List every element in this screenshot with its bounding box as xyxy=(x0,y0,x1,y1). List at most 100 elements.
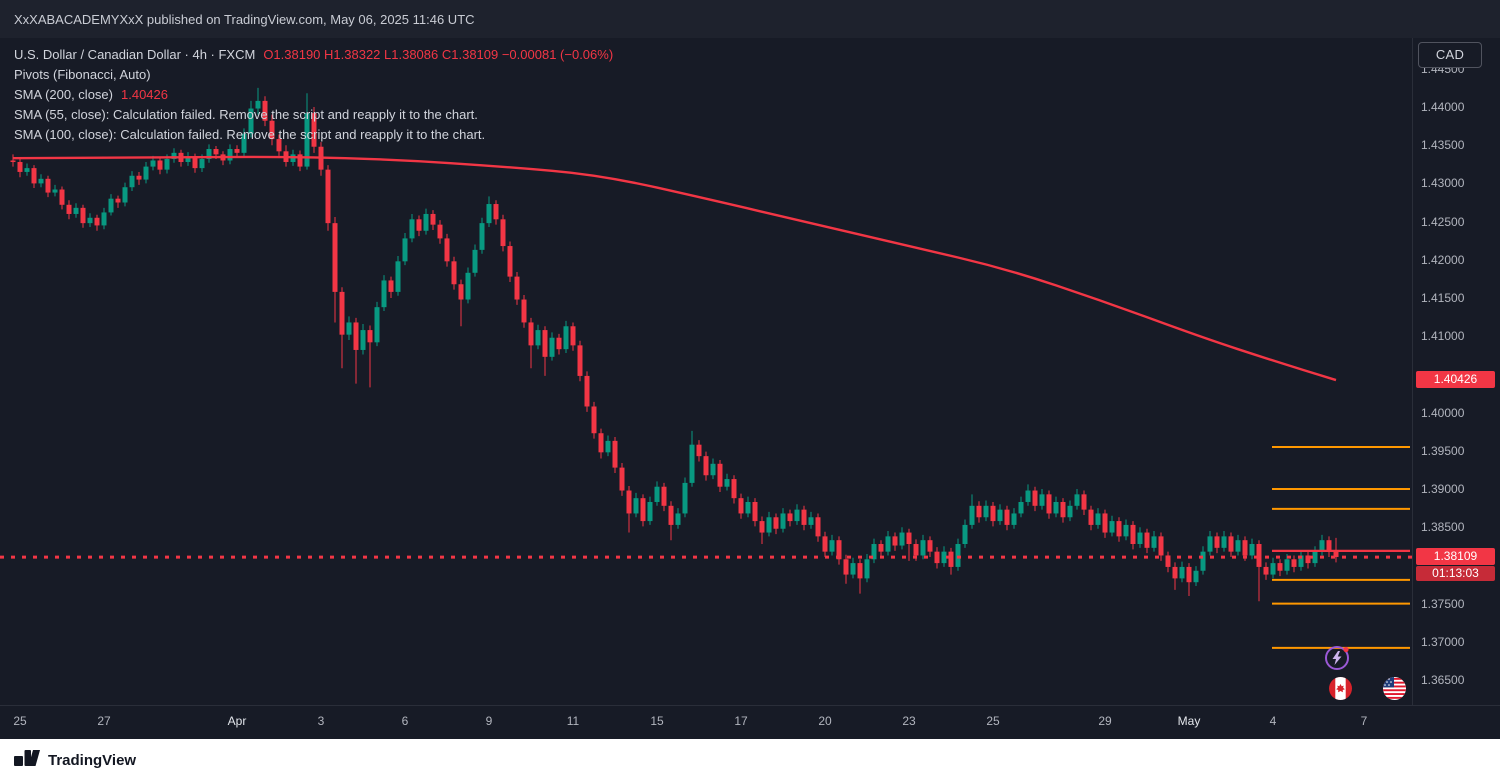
candle-body xyxy=(297,154,303,167)
candle-body xyxy=(941,551,947,564)
indicator-sma55-error[interactable]: SMA (55, close): Calculation failed. Rem… xyxy=(14,106,478,122)
candle-body xyxy=(1088,509,1094,525)
candle-body xyxy=(633,498,639,514)
candle-body xyxy=(304,113,310,167)
candle-body xyxy=(31,168,37,184)
candle-body xyxy=(66,204,72,214)
candle-body xyxy=(1151,536,1157,548)
candle-body xyxy=(1018,501,1024,514)
indicator-pivots-label[interactable]: Pivots (Fibonacci, Auto) xyxy=(14,66,151,82)
candle-body xyxy=(773,517,779,529)
time-tick: 23 xyxy=(902,714,916,728)
candle-body xyxy=(458,284,464,300)
candle-body xyxy=(759,521,765,533)
candle-body xyxy=(570,326,576,346)
candle-body xyxy=(990,505,996,522)
candle-body xyxy=(948,551,954,567)
candle-body xyxy=(45,178,51,193)
candle-body xyxy=(17,162,23,172)
us-flag-icon xyxy=(1382,676,1407,701)
candle-body xyxy=(164,158,170,170)
candle-body xyxy=(542,330,548,357)
price-tick: 1.43500 xyxy=(1421,138,1465,153)
candle-body xyxy=(1284,559,1290,571)
symbol-title[interactable]: U.S. Dollar / Canadian Dollar · 4h · FXC… xyxy=(14,46,256,62)
indicator-sma100-error[interactable]: SMA (100, close): Calculation failed. Re… xyxy=(14,126,486,142)
tradingview-logo-icon[interactable] xyxy=(14,749,40,771)
candle-body xyxy=(794,509,800,522)
time-tick: May xyxy=(1177,714,1201,728)
candle-body xyxy=(1221,536,1227,548)
candle-body xyxy=(367,330,373,343)
candle-body xyxy=(24,168,30,172)
candle-body xyxy=(87,217,93,224)
price-tick: 1.36500 xyxy=(1421,673,1465,687)
last-price-badge: 1.38109 xyxy=(1416,548,1495,566)
candle-body xyxy=(619,467,625,491)
candle-body xyxy=(1333,551,1339,557)
legend-sma100-row: SMA (100, close): Calculation failed. Re… xyxy=(14,124,613,144)
indicator-sma200-label[interactable]: SMA (200, close) xyxy=(14,86,113,102)
price-tick: 1.41000 xyxy=(1421,329,1465,344)
candle-body xyxy=(346,322,352,335)
chart-canvas[interactable] xyxy=(0,38,1412,705)
candle-body xyxy=(1165,555,1171,567)
candle-body xyxy=(192,156,198,169)
candle-body xyxy=(864,559,870,579)
candle-body xyxy=(535,330,541,346)
chart-area[interactable]: 1.44500 1.44000 1.43500 1.43000 1.42500 1.420… xyxy=(0,38,1500,705)
candle-body xyxy=(150,160,156,167)
candle-body xyxy=(353,322,359,350)
candle-body xyxy=(38,178,44,184)
candle-body xyxy=(1263,566,1269,575)
candle-body xyxy=(696,444,702,457)
candle-body xyxy=(213,149,219,155)
publish-bar: XxXABACADEMYXxX published on TradingView… xyxy=(0,0,1500,38)
candle-body xyxy=(10,160,16,163)
price-axis[interactable]: 1.44500 1.44000 1.43500 1.43000 1.42500 1.420… xyxy=(1412,38,1500,705)
candle-body xyxy=(612,440,618,468)
candle-body xyxy=(185,156,191,163)
candle-body xyxy=(563,326,569,350)
candle-body xyxy=(906,532,912,545)
candle-body xyxy=(1319,540,1325,552)
legend-sma55-row: SMA (55, close): Calculation failed. Rem… xyxy=(14,104,613,124)
candle-body xyxy=(731,479,737,499)
time-axis[interactable]: 25 27 Apr 3 6 9 11 15 17 20 23 25 29 May 4 7 xyxy=(0,705,1500,739)
time-tick: 11 xyxy=(566,714,580,728)
candle-body xyxy=(822,536,828,552)
candle-body xyxy=(1179,566,1185,579)
time-tick: 6 xyxy=(401,714,409,728)
candle-body xyxy=(1004,509,1010,525)
candle-body xyxy=(52,189,58,193)
candle-body xyxy=(269,120,275,140)
price-tick: 1.37000 xyxy=(1421,634,1465,649)
candle-body xyxy=(955,544,961,567)
candle-body xyxy=(654,486,660,502)
candle-body xyxy=(1011,513,1017,525)
candle-body xyxy=(1242,540,1248,556)
candle-body xyxy=(752,501,758,522)
candle-body xyxy=(73,207,79,214)
candle-body xyxy=(101,212,107,226)
candle-body xyxy=(983,505,989,518)
candle-body xyxy=(997,509,1003,522)
candle-body xyxy=(1102,513,1108,533)
price-tick: 1.42000 xyxy=(1421,252,1465,267)
sma200-value: 1.40426 xyxy=(121,86,168,102)
footer: TradingView xyxy=(0,739,1500,780)
candle-body xyxy=(850,563,856,575)
candle-body xyxy=(409,219,415,239)
time-tick: 29 xyxy=(1098,714,1112,728)
candle-body xyxy=(745,501,751,514)
time-tick: 25 xyxy=(13,714,27,728)
candle-body xyxy=(1130,524,1136,545)
tradingview-brand[interactable]: TradingView xyxy=(48,751,137,769)
candle-body xyxy=(976,505,982,518)
candle-body xyxy=(1116,521,1122,537)
candle-body xyxy=(402,238,408,262)
candle-body xyxy=(227,149,233,161)
candle-body xyxy=(1228,536,1234,552)
currency-toggle-button[interactable]: CAD xyxy=(1418,42,1482,68)
candle-body xyxy=(871,544,877,560)
